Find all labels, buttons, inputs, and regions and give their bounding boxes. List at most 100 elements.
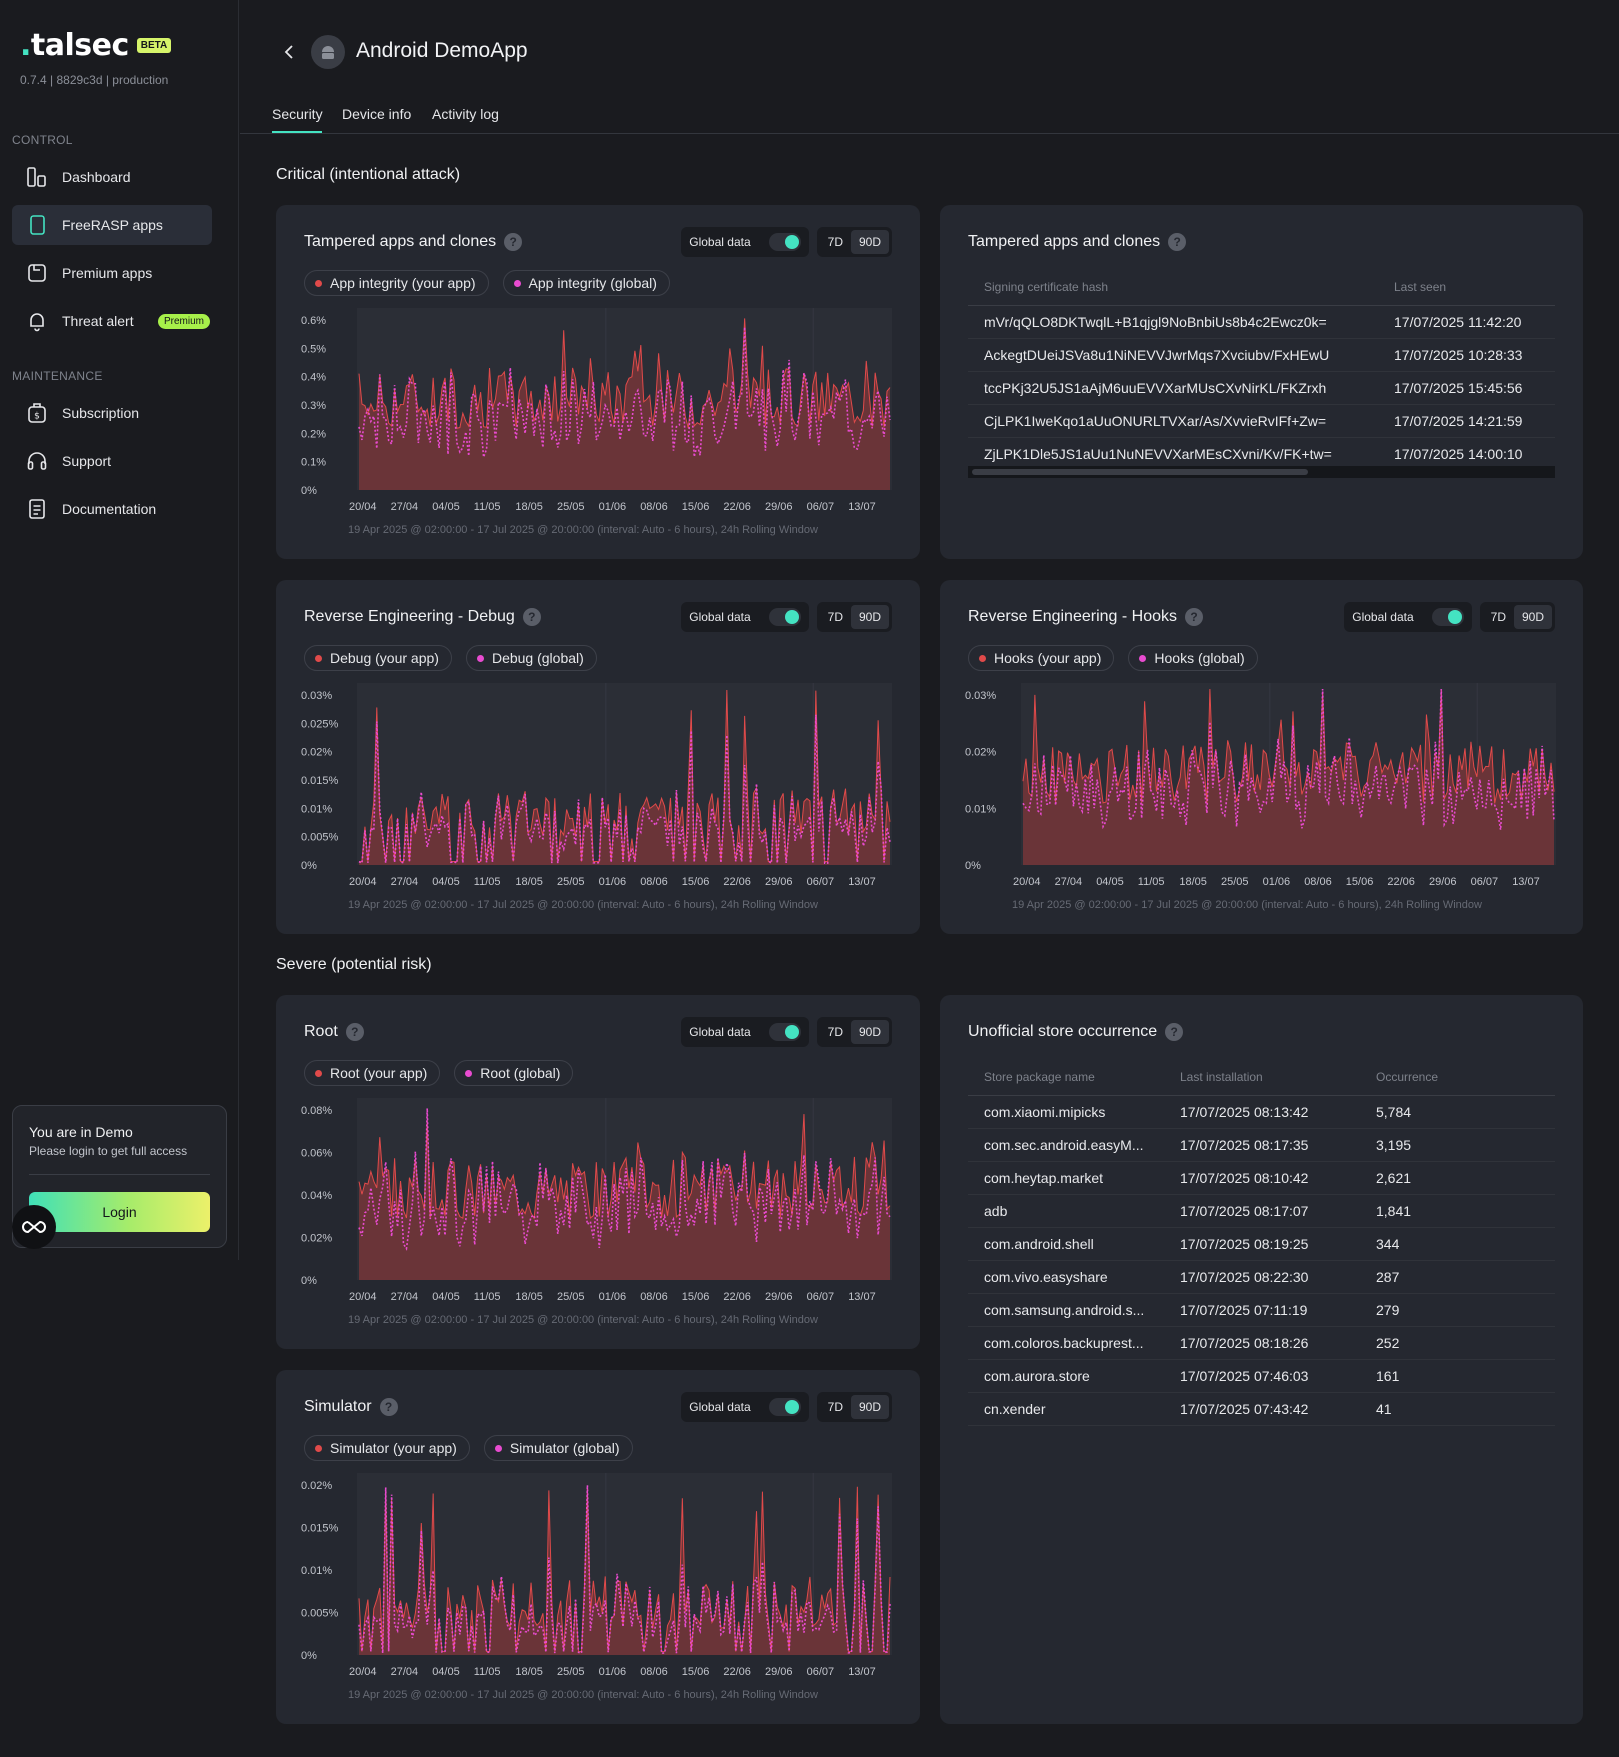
- app-series-line: [1022, 689, 1555, 804]
- x-tick-label: 29/06: [765, 1291, 793, 1303]
- table-row[interactable]: com.aurora.store 17/07/2025 07:46:03 161: [968, 1360, 1555, 1393]
- table-row[interactable]: CjLPK1IweKqo1aUuONURLTVXar/As/XvvieRvIFf…: [968, 405, 1555, 438]
- range-7d-button[interactable]: 7D: [827, 1400, 843, 1414]
- scrollbar-thumb[interactable]: [972, 469, 1308, 475]
- help-icon[interactable]: ?: [522, 608, 541, 626]
- toggle-switch[interactable]: [768, 1023, 801, 1041]
- chart-plot: 0.08% 0.06% 0.04% 0.02% 0% 20/04 27/04 04/05 11/…: [301, 1098, 892, 1326]
- global-data-toggle[interactable]: Global data: [681, 602, 809, 632]
- x-tick-label: 25/05: [557, 1666, 585, 1678]
- table-row[interactable]: tccPKj32U5JS1aAjM6uuEVVXarMUsCXvNirKL/FK…: [968, 372, 1555, 405]
- range-90d-button[interactable]: 90D: [850, 605, 889, 629]
- sidebar-item-subscription[interactable]: $ Subscription: [12, 393, 212, 433]
- x-tick-label: 04/05: [1096, 876, 1124, 888]
- help-icon[interactable]: ?: [379, 1398, 398, 1416]
- sidebar-item-premium-apps[interactable]: Premium apps: [12, 253, 212, 293]
- chart-legend: Simulator (your app) Simulator (global): [304, 1435, 633, 1461]
- table-row[interactable]: com.xiaomi.mipicks 17/07/2025 08:13:42 5…: [968, 1096, 1555, 1129]
- legend-item-global[interactable]: Root (global): [454, 1060, 574, 1086]
- range-7d-button[interactable]: 7D: [827, 610, 843, 624]
- signing-hash-table: Signing certificate hash Last seen mVr/q…: [968, 268, 1555, 471]
- login-button[interactable]: Login: [29, 1192, 210, 1232]
- global-data-toggle[interactable]: Global data: [681, 1392, 809, 1422]
- y-tick-label: 0.04%: [301, 1190, 332, 1202]
- x-tick-label: 22/06: [723, 1666, 751, 1678]
- global-data-toggle[interactable]: Global data: [1344, 602, 1472, 632]
- legend-dot: [465, 1069, 473, 1077]
- tampered-apps-table-card: Tampered apps and clones ? Signing certi…: [940, 205, 1583, 559]
- column-header: Last seen: [1394, 279, 1447, 294]
- range-7d-button[interactable]: 7D: [1490, 610, 1506, 624]
- help-icon[interactable]: ?: [345, 1023, 364, 1041]
- legend-item-app[interactable]: Root (your app): [304, 1060, 441, 1086]
- sidebar-item-threat-alert[interactable]: Threat alert Premium: [12, 301, 212, 341]
- x-tick-label: 08/06: [1304, 876, 1332, 888]
- tab-device-info[interactable]: Device info: [342, 106, 412, 122]
- occurrence-cell: 287: [1376, 1269, 1400, 1285]
- legend-item-global[interactable]: App integrity (global): [502, 270, 670, 296]
- toggle-switch[interactable]: [768, 1398, 801, 1416]
- back-button[interactable]: [280, 40, 298, 64]
- occurrence-cell: 2,621: [1376, 1170, 1412, 1186]
- sidebar-item-dashboard[interactable]: Dashboard: [12, 157, 212, 197]
- y-tick-label: 0.01%: [301, 1565, 332, 1577]
- sidebar-item-freerasp-apps[interactable]: FreeRASP apps: [12, 205, 212, 245]
- collapse-sidebar-button[interactable]: [12, 1205, 56, 1249]
- table-row[interactable]: com.android.shell 17/07/2025 08:19:25 34…: [968, 1228, 1555, 1261]
- sidebar-item-documentation[interactable]: Documentation: [12, 489, 212, 529]
- legend-item-app[interactable]: Simulator (your app): [304, 1435, 470, 1461]
- last-installation-cell: 17/07/2025 08:22:30: [1180, 1269, 1309, 1285]
- toggle-switch[interactable]: [1431, 608, 1464, 626]
- x-tick-label: 01/06: [599, 1291, 627, 1303]
- range-90d-button[interactable]: 90D: [1513, 605, 1552, 629]
- table-row[interactable]: com.samsung.android.s... 17/07/2025 07:1…: [968, 1294, 1555, 1327]
- help-icon[interactable]: ?: [1168, 233, 1187, 251]
- table-row[interactable]: adb 17/07/2025 08:17:07 1,841: [968, 1195, 1555, 1228]
- app-series-line: [358, 1114, 891, 1220]
- page-title: Android DemoApp: [356, 39, 528, 62]
- legend-item-global[interactable]: Hooks (global): [1128, 645, 1258, 671]
- help-icon[interactable]: ?: [1165, 1023, 1184, 1041]
- legend-item-app[interactable]: App integrity (your app): [304, 270, 489, 296]
- chart-controls: Global data 7D 90D: [681, 227, 892, 257]
- range-selector: 7D 90D: [816, 227, 892, 257]
- chart-legend: Debug (your app) Debug (global): [304, 645, 597, 671]
- table-row[interactable]: com.heytap.market 17/07/2025 08:10:42 2,…: [968, 1162, 1555, 1195]
- range-90d-button[interactable]: 90D: [850, 1395, 889, 1419]
- x-tick-label: 15/06: [682, 1291, 710, 1303]
- help-icon[interactable]: ?: [504, 233, 523, 251]
- range-7d-button[interactable]: 7D: [827, 1025, 843, 1039]
- table-row[interactable]: cn.xender 17/07/2025 07:43:42 41: [968, 1393, 1555, 1426]
- last-seen-cell: 17/07/2025 15:45:56: [1394, 380, 1523, 396]
- demo-title: You are in Demo: [29, 1124, 133, 1140]
- legend-item-app[interactable]: Hooks (your app): [968, 645, 1115, 671]
- global-data-toggle[interactable]: Global data: [681, 1017, 809, 1047]
- range-90d-button[interactable]: 90D: [850, 230, 889, 254]
- sidebar-item-support[interactable]: Support: [12, 441, 212, 481]
- legend-item-global[interactable]: Simulator (global): [483, 1435, 633, 1461]
- table-row[interactable]: com.coloros.backuprest... 17/07/2025 08:…: [968, 1327, 1555, 1360]
- global-data-toggle[interactable]: Global data: [681, 227, 809, 257]
- demo-subtitle: Please login to get full access: [29, 1144, 188, 1158]
- legend-item-global[interactable]: Debug (global): [465, 645, 597, 671]
- range-7d-button[interactable]: 7D: [827, 235, 843, 249]
- range-90d-button[interactable]: 90D: [850, 1020, 889, 1044]
- x-tick-label: 25/05: [557, 876, 585, 888]
- table-row[interactable]: com.sec.android.easyM... 17/07/2025 08:1…: [968, 1129, 1555, 1162]
- help-icon[interactable]: ?: [1185, 608, 1203, 626]
- table-row[interactable]: mVr/qQLO8DKTwqlL+B1qjgl9NoBnbiUs8b4c2Ewc…: [968, 306, 1555, 339]
- table-row[interactable]: com.vivo.easyshare 17/07/2025 08:22:30 2…: [968, 1261, 1555, 1294]
- x-tick-label: 06/07: [807, 876, 835, 888]
- table-row[interactable]: AckegtDUeiJSVa8u1NiNEVVJwrMqs7Xvciubv/Fx…: [968, 339, 1555, 372]
- toggle-switch[interactable]: [768, 608, 801, 626]
- legend-item-app[interactable]: Debug (your app): [304, 645, 452, 671]
- tab-security[interactable]: Security: [272, 106, 323, 122]
- tab-activity-log[interactable]: Activity log: [432, 106, 499, 122]
- talsec-logo[interactable]: .talsec BETA: [20, 28, 172, 63]
- last-seen-cell: 17/07/2025 10:28:33: [1394, 347, 1523, 363]
- y-tick-label: 0.1%: [301, 457, 326, 469]
- horizontal-scrollbar[interactable]: [968, 466, 1555, 478]
- toggle-switch[interactable]: [768, 233, 801, 251]
- chart-caption: 19 Apr 2025 @ 02:00:00 - 17 Jul 2025 @ 2…: [348, 899, 818, 911]
- divider: [29, 1174, 210, 1175]
